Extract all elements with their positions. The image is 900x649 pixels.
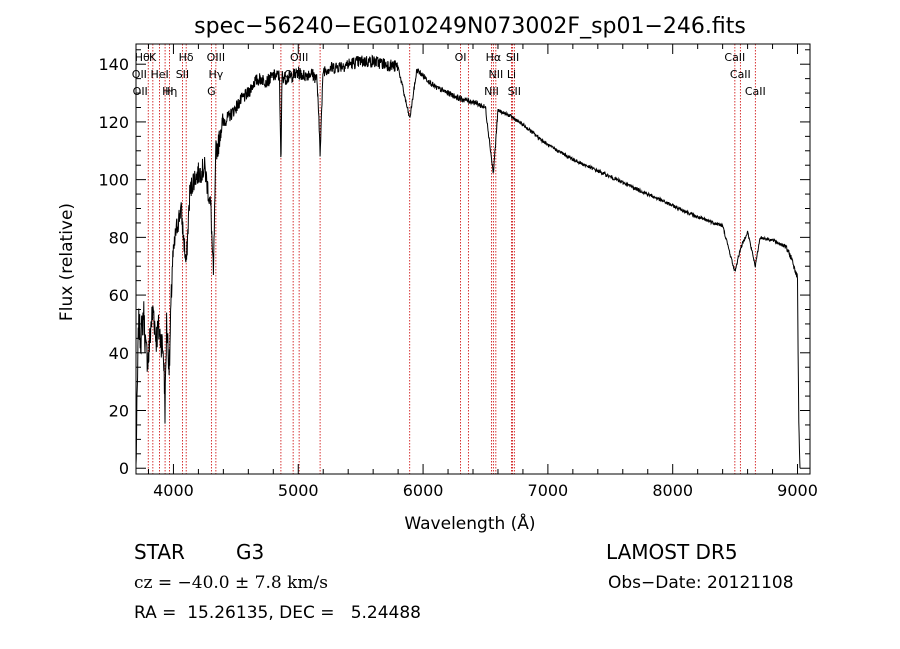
x-tick-label: 5000 [278,481,319,500]
observation-date: Obs−Date: 20121108 [608,573,794,593]
x-tick-label: 9000 [777,481,818,500]
spectral-line-markers [147,44,756,474]
y-tick-label: 120 [98,113,129,132]
line-marker-label: CaII [730,68,751,81]
line-marker-label: CaII [745,85,766,98]
y-tick-label: 0 [119,459,129,478]
x-axis: 4000 5000 6000 7000 8000 9000 [147,44,818,500]
y-tick-label: 140 [98,55,129,74]
line-marker-label: CaII [724,51,745,64]
line-marker-label: NII [484,85,499,98]
line-marker-label: Li [507,68,516,81]
spectrum-series [135,54,801,469]
y-tick-label: 60 [109,286,129,305]
y-tick-label: 20 [109,402,129,421]
line-marker-label: G [207,85,216,98]
line-marker-label: OIII [207,51,225,64]
chart-title: spec−56240−EG010249N073002F_sp01−246.fit… [194,14,746,39]
line-marker-label: NII [488,68,503,81]
x-tick-label: 8000 [652,481,693,500]
line-marker-label: H [165,85,173,98]
line-marker-label: Hδ [179,51,194,64]
x-tick-label: 4000 [153,481,194,500]
y-tick-label: 80 [109,228,129,247]
line-marker-label: SII [508,85,521,98]
line-marker-label: K [149,51,157,64]
line-marker-label: SII [176,68,189,81]
sky-coordinates: RA = 15.26135, DEC = 5.24488 [134,603,421,623]
line-marker-label: Hγ [208,68,223,81]
object-class: STAR [134,540,185,564]
x-tick-label: 6000 [403,481,444,500]
y-tick-label: 100 [98,171,129,190]
object-subclass: G3 [236,540,265,564]
x-tick-label: 7000 [528,481,569,500]
x-axis-label: Wavelength (Å) [404,512,535,534]
line-marker-label: OII [133,85,148,98]
line-marker-label: HeI [150,68,168,81]
y-tick-label: 40 [109,344,129,363]
redshift-velocity: cz = −40.0 ± 7.8 km/s [134,573,328,593]
line-marker-label: Hθ [135,51,150,64]
line-marker-label: Hη [162,85,177,98]
line-marker-label: Hα [486,51,502,64]
y-axis-label: Flux (relative) [57,203,77,321]
line-marker-label: OI [455,51,467,64]
survey-name: LAMOST DR5 [606,540,738,564]
line-marker-label: OIII [290,51,308,64]
y-axis: 0 20 40 60 80 100 120 140 [98,49,810,478]
line-marker-label: SII [506,51,519,64]
